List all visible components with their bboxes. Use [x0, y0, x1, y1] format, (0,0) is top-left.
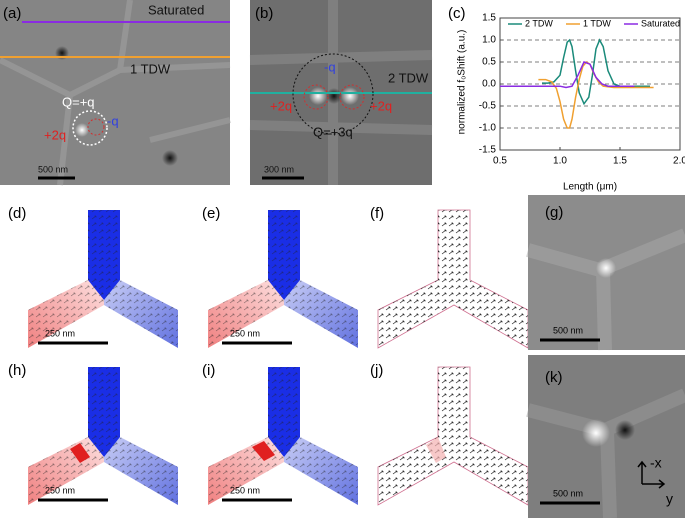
annotation: Saturated	[148, 2, 204, 17]
annotation: +2q	[44, 127, 66, 142]
y-tick-label: -1.5	[479, 145, 497, 156]
x-axis-label: Length (μm)	[563, 182, 617, 193]
panel-c: (c) Length (μm) normalized f₀Shift (a.u.…	[448, 5, 685, 193]
panel-i: (i) 250 nm	[202, 362, 358, 505]
panel-a: (a) Saturated 1 TDW Q=+q -q +2q 500 nm	[0, 0, 231, 186]
scale-label: 250 nm	[230, 328, 260, 338]
panel-label: (i)	[202, 362, 215, 379]
y-axis-label: normalized f₀Shift (a.u.)	[457, 30, 468, 135]
annotation: Q=+3q	[313, 124, 353, 139]
y-tick-label: 0.0	[482, 79, 496, 90]
scale-label: 500 nm	[553, 325, 583, 335]
y-tick-label: -1.0	[479, 123, 497, 134]
annotation: -q	[107, 113, 119, 128]
axis-indicator: -x	[650, 455, 662, 471]
y-tick-label: 1.5	[482, 13, 496, 24]
plot-frame	[499, 17, 681, 151]
x-tick-label: 1.0	[553, 156, 567, 167]
panel-label: (g)	[545, 204, 563, 221]
data-line	[538, 61, 654, 129]
x-tick-label: 2.0	[673, 156, 685, 167]
annotation: Q=+q	[62, 94, 95, 109]
scale-label: 500 nm	[553, 488, 583, 498]
panel-f: (f)	[370, 205, 529, 349]
annotation: -q	[324, 59, 336, 74]
data-line	[542, 38, 650, 106]
panel-g: (g) 500 nm	[526, 195, 685, 351]
panel-k: (k) 500 nm -x y	[526, 355, 685, 518]
axis-indicator: y	[666, 491, 673, 507]
scale-label: 250 nm	[45, 485, 75, 495]
panel-label: (f)	[370, 205, 384, 222]
panel-label: (a)	[3, 5, 21, 22]
data-line	[500, 61, 635, 89]
annotation: 1 TDW	[130, 61, 171, 76]
legend-label: 1 TDW	[583, 18, 611, 28]
panel-label: (b)	[255, 5, 273, 22]
panel-label: (c)	[448, 5, 466, 22]
panel-label: (h)	[8, 362, 26, 379]
panel-label: (k)	[545, 369, 563, 386]
panel-label: (e)	[202, 205, 220, 222]
scale-label: 500 nm	[38, 164, 68, 174]
mfm-image	[0, 0, 230, 185]
annotation: +2q	[370, 98, 392, 113]
panel-label: (d)	[8, 205, 26, 222]
annotation: +2q	[270, 98, 292, 113]
panel-e: (e) 250 nm	[202, 205, 358, 348]
x-tick-label: 0.5	[493, 156, 507, 167]
panel-d: (d) 250 nm	[8, 205, 178, 348]
y-tick-label: 1.0	[482, 35, 496, 46]
panel-j: (j)	[370, 362, 529, 506]
legend-label: Saturated	[641, 18, 680, 28]
y-tick-label: 0.5	[482, 57, 496, 68]
scale-label: 300 nm	[264, 164, 294, 174]
x-tick-label: 1.5	[613, 156, 627, 167]
legend-label: 2 TDW	[525, 18, 553, 28]
scale-label: 250 nm	[230, 485, 260, 495]
panel-h: (h) 250 nm	[8, 362, 178, 505]
scale-label: 250 nm	[45, 328, 75, 338]
annotation: 2 TDW	[388, 70, 429, 85]
panel-label: (j)	[370, 362, 383, 379]
y-tick-label: -0.5	[479, 101, 497, 112]
panel-b: (b) -q 2 TDW +2q +2q Q=+3q 300 nm	[249, 0, 433, 185]
